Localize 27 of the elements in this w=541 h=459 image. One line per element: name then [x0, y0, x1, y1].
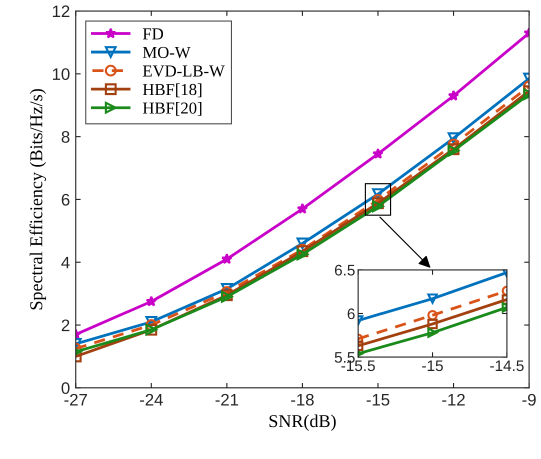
- x-tick-label: -15: [366, 394, 390, 406]
- y-tick-label: 6: [348, 308, 355, 320]
- y-axis-title: Spectral Efficiency (Bits/Hz/s): [29, 89, 46, 310]
- legend-label: FD: [142, 28, 164, 40]
- y-tick-label: 8: [62, 131, 70, 143]
- legend-label: HBF[18]: [142, 83, 202, 98]
- y-tick-label: 12: [52, 5, 70, 18]
- x-tick-label: -27: [64, 394, 87, 406]
- x-tick-label: -14.5: [490, 360, 524, 372]
- x-tick-label: -15: [422, 360, 443, 372]
- x-tick-label: -9: [522, 394, 536, 406]
- legend-label: HBF[20]: [142, 102, 202, 116]
- y-tick-label: 4: [61, 256, 70, 268]
- legend-label: EVD-LB-W: [142, 66, 225, 77]
- x-axis-title: SNR(dB): [270, 414, 336, 431]
- y-tick-label: 5.5: [334, 352, 355, 363]
- x-tick-label: -21: [216, 394, 238, 406]
- x-tick-label: -12: [442, 394, 465, 406]
- x-tick-label: -15.5: [341, 360, 375, 372]
- y-tick-label: 10: [52, 68, 70, 80]
- y-tick-label: 6: [62, 194, 70, 206]
- y-tick-label: 2: [62, 319, 70, 332]
- y-tick-label: 6.5: [334, 264, 355, 276]
- y-tick-label: 0: [62, 382, 70, 394]
- x-tick-label: -18: [291, 394, 314, 406]
- x-tick-label: -24: [140, 394, 163, 406]
- legend-label: MO-W: [142, 46, 191, 58]
